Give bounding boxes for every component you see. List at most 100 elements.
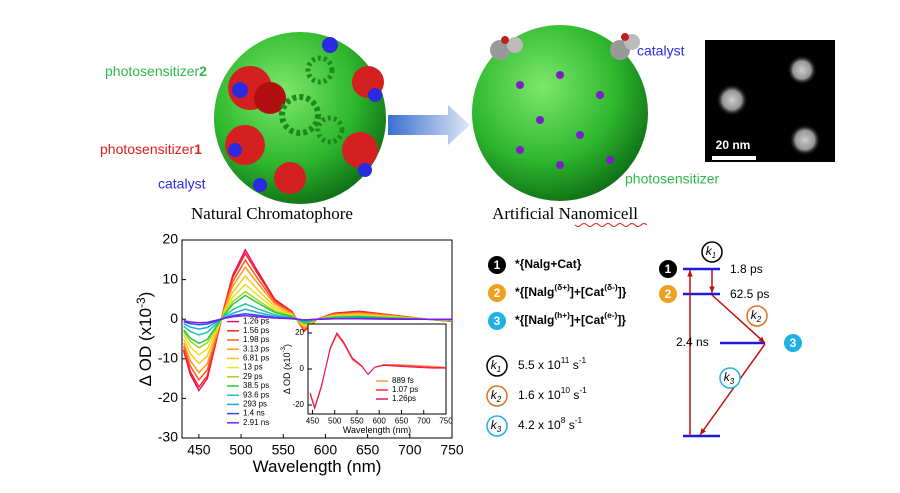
legend-label: 1.26ps	[392, 394, 416, 403]
scale-label: 20 nm	[716, 138, 751, 152]
text-part: 10	[561, 385, 571, 395]
text-part: -1	[575, 415, 583, 425]
data-line	[182, 266, 453, 374]
spell-underline	[574, 223, 648, 227]
text-part: -1	[579, 355, 587, 365]
text-part: 11	[561, 355, 570, 365]
rate-symbol: k1	[491, 358, 501, 374]
data-line	[183, 294, 453, 345]
state-number: 3	[790, 336, 797, 350]
species-label: *{Nalg+Cat}	[515, 257, 582, 271]
data-line	[183, 314, 452, 324]
text-part: 1	[194, 141, 202, 157]
text-part: k	[491, 388, 498, 402]
text-part: 2	[496, 395, 502, 404]
chromatophore-illustration	[214, 32, 386, 204]
rate-badge	[486, 415, 508, 437]
text-part: s	[565, 418, 574, 432]
x-axis-label: Wavelength (nm)	[343, 425, 411, 435]
text-part: s	[570, 388, 579, 402]
arrow-head	[687, 270, 693, 277]
caption: Artificial Nanomicell	[492, 204, 638, 223]
lifetime: 2.4 ns	[676, 335, 709, 349]
x-tick-label: 700	[417, 416, 431, 425]
text-part: (δ-)	[604, 282, 618, 292]
y-tick-label: 10	[162, 270, 178, 286]
text-part: Δ OD (x10	[282, 353, 292, 395]
x-tick-label: 450	[306, 416, 320, 425]
text-part: (h+)	[554, 310, 570, 320]
state-badge	[784, 334, 802, 352]
y-tick-label: 0	[170, 310, 178, 326]
plot-frame	[307, 323, 447, 415]
rate-symbol: k3	[724, 370, 735, 386]
data-line	[309, 332, 446, 411]
label: photosensitizer2	[105, 63, 207, 79]
text-part: 1.6 x 10	[518, 388, 561, 402]
label: photosensitizer1	[100, 141, 202, 157]
x-axis-label: Wavelength (nm)	[253, 457, 382, 476]
text-part: *{Nalg+Cat}	[515, 257, 582, 271]
state-badge	[659, 285, 677, 303]
x-tick-label: 500	[328, 416, 342, 425]
lifetime: 1.8 ps	[730, 262, 763, 276]
x-tick-label: 650	[395, 416, 409, 425]
text-part: -3	[280, 346, 287, 352]
rate-badge	[719, 367, 741, 389]
legend-label: 29 ps	[243, 372, 263, 381]
legend-label: 2.91 ns	[243, 418, 269, 427]
y-axis-label: Δ OD (x10-3)	[134, 292, 155, 387]
x-tick-label: 700	[398, 441, 422, 457]
legend-label: 38.5 ps	[243, 381, 269, 390]
x-tick-label: 550	[272, 441, 296, 457]
species-label: *{[Nalg(δ+)]+[Cat(δ-)]}	[515, 282, 627, 299]
species-label: *{[Nalg(h+)]+[Cat(e-)]}	[515, 310, 626, 327]
rate-badge	[486, 385, 508, 407]
text-part: 1	[497, 365, 501, 374]
legend-label: 3.13 ps	[243, 344, 269, 353]
rate-symbol: k2	[751, 308, 762, 324]
legend-label: 93.6 ps	[243, 390, 269, 399]
y-tick-label: -20	[158, 389, 178, 405]
nanomicell-illustration	[472, 25, 648, 201]
arrow-head	[758, 336, 765, 343]
rate-value: 5.5 x 1011 s-1	[518, 355, 587, 372]
lifetime: 62.5 ps	[730, 287, 769, 301]
text-part: 2	[756, 315, 762, 324]
text-part: (e-)	[604, 310, 617, 320]
state-badge	[488, 256, 506, 274]
legend-label: 1.98 ps	[243, 335, 269, 344]
arrow-head	[709, 286, 715, 293]
kinetics-panel: 1 *{Nalg+Cat} 2 *{[Nalg(δ+)]+[Cat(δ-)]} 3 *{[…	[486, 241, 802, 438]
legend-label: 889 fs	[392, 376, 414, 385]
text-part: ]+[Cat	[570, 285, 604, 299]
text-part: k	[491, 358, 498, 372]
text-part: ]}	[617, 313, 626, 327]
text-part: -1	[579, 385, 587, 395]
text-part: Δ OD (x10	[136, 308, 155, 386]
text-part: photosensitizer	[100, 141, 195, 157]
y-tick-label: 0	[300, 364, 305, 373]
rate-value: 1.6 x 1010 s-1	[518, 385, 587, 402]
text-part: ]}	[618, 285, 627, 299]
y-tick-label: -10	[158, 350, 178, 366]
state-number: 1	[494, 258, 501, 272]
caption: Natural Chromatophore	[191, 204, 353, 223]
text-part: -3	[134, 297, 148, 308]
rate-badge	[746, 305, 768, 327]
y-tick-label: -30	[158, 429, 178, 445]
legend-label: 1.07 ps	[392, 385, 418, 394]
label: catalyst	[158, 176, 206, 192]
rate-value: 4.2 x 108 s-1	[518, 415, 583, 432]
y-axis-label: Δ OD (x10-3)	[280, 344, 293, 394]
text-part: k	[706, 244, 713, 258]
text-part: photosensitizer	[105, 63, 200, 79]
rate-symbol: k2	[491, 388, 502, 404]
rate-badge	[486, 355, 508, 377]
state-number: 2	[665, 287, 672, 301]
y-tick-label: 20	[162, 231, 178, 247]
text-part: k	[491, 418, 498, 432]
text-part: *{[Nalg	[515, 313, 554, 327]
label: catalyst	[637, 43, 685, 59]
